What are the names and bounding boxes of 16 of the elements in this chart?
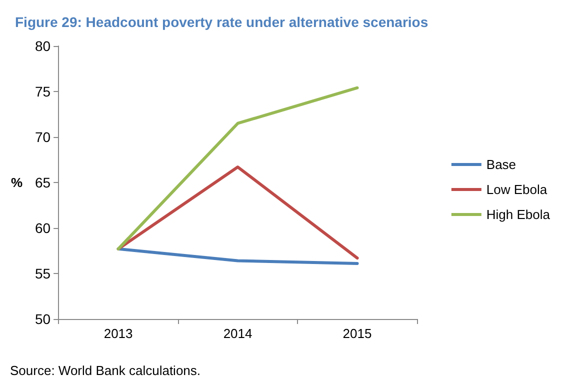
legend-label: High Ebola xyxy=(486,207,551,222)
y-axis-title: % xyxy=(10,175,23,190)
x-tick-label: 2013 xyxy=(104,326,133,341)
legend-label: Low Ebola xyxy=(486,182,548,197)
source-note: Source: World Bank calculations. xyxy=(10,363,201,378)
y-tick-label: 80 xyxy=(34,38,51,54)
y-tick-label: 50 xyxy=(34,311,51,327)
x-tick-label: 2015 xyxy=(342,326,372,341)
y-tick-label: 60 xyxy=(34,220,51,236)
x-tick-label: 2014 xyxy=(223,326,252,341)
y-tick-label: 55 xyxy=(34,266,51,282)
chart-title: Figure 29: Headcount poverty rate under alternative scenarios xyxy=(15,14,428,30)
y-tick-label: 65 xyxy=(34,174,51,190)
legend-label: Base xyxy=(486,157,516,172)
y-tick-label: 70 xyxy=(34,129,51,145)
y-tick-label: 75 xyxy=(34,84,51,100)
